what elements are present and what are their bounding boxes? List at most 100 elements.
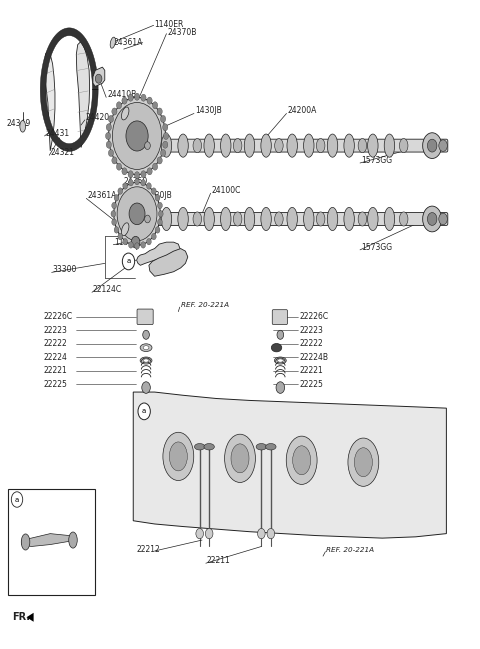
Ellipse shape — [277, 359, 283, 362]
Circle shape — [141, 241, 145, 248]
Text: 22222: 22222 — [43, 339, 67, 349]
Ellipse shape — [271, 343, 282, 352]
Circle shape — [158, 211, 163, 217]
Ellipse shape — [244, 134, 255, 157]
FancyBboxPatch shape — [137, 309, 153, 324]
Text: 22211: 22211 — [207, 556, 230, 565]
Circle shape — [106, 132, 111, 140]
Polygon shape — [40, 28, 98, 151]
Text: 24361A: 24361A — [87, 191, 117, 201]
Circle shape — [157, 108, 162, 115]
Text: 24349: 24349 — [7, 119, 31, 129]
Text: 1430JB: 1430JB — [195, 106, 222, 116]
Ellipse shape — [233, 138, 242, 153]
Ellipse shape — [140, 357, 152, 364]
Circle shape — [134, 93, 140, 100]
Ellipse shape — [20, 121, 25, 132]
Ellipse shape — [163, 432, 194, 480]
Ellipse shape — [193, 138, 202, 153]
Ellipse shape — [275, 357, 286, 364]
Circle shape — [423, 206, 442, 232]
Polygon shape — [93, 67, 105, 86]
Circle shape — [277, 330, 284, 339]
Circle shape — [128, 171, 133, 178]
Circle shape — [141, 180, 145, 186]
Ellipse shape — [21, 534, 30, 550]
Circle shape — [114, 227, 119, 233]
Polygon shape — [137, 242, 180, 265]
Text: FR.: FR. — [12, 612, 30, 622]
Ellipse shape — [178, 208, 188, 230]
Ellipse shape — [358, 138, 367, 153]
Ellipse shape — [286, 436, 317, 484]
Circle shape — [106, 141, 111, 148]
Circle shape — [129, 241, 133, 248]
Ellipse shape — [303, 134, 314, 157]
Circle shape — [141, 171, 146, 178]
Circle shape — [122, 253, 135, 270]
Ellipse shape — [204, 134, 215, 157]
Ellipse shape — [256, 443, 266, 450]
Circle shape — [157, 157, 162, 164]
Ellipse shape — [193, 212, 202, 226]
Circle shape — [146, 183, 151, 189]
Circle shape — [196, 528, 204, 539]
Circle shape — [153, 102, 158, 109]
Ellipse shape — [275, 138, 283, 153]
Ellipse shape — [344, 134, 354, 157]
Circle shape — [163, 124, 168, 131]
Ellipse shape — [220, 208, 231, 230]
Circle shape — [132, 236, 140, 248]
Ellipse shape — [344, 208, 354, 230]
Ellipse shape — [287, 208, 298, 230]
Circle shape — [96, 74, 102, 83]
Ellipse shape — [303, 208, 314, 230]
Ellipse shape — [161, 134, 172, 157]
Text: 22212: 22212 — [137, 545, 160, 554]
Circle shape — [108, 97, 166, 175]
Circle shape — [157, 202, 162, 209]
Circle shape — [205, 528, 213, 539]
Polygon shape — [45, 51, 55, 151]
Circle shape — [153, 163, 158, 170]
Ellipse shape — [316, 212, 325, 226]
Polygon shape — [149, 249, 188, 276]
Circle shape — [155, 195, 160, 201]
Ellipse shape — [287, 134, 298, 157]
Circle shape — [111, 211, 116, 217]
Ellipse shape — [178, 134, 188, 157]
Text: 24361A: 24361A — [113, 38, 143, 47]
Circle shape — [123, 183, 128, 189]
Circle shape — [439, 140, 447, 151]
Ellipse shape — [358, 212, 367, 226]
Polygon shape — [76, 42, 90, 147]
Text: 1573GG: 1573GG — [361, 156, 392, 165]
Circle shape — [129, 203, 145, 225]
Circle shape — [258, 528, 265, 539]
Ellipse shape — [368, 134, 378, 157]
Ellipse shape — [143, 359, 149, 362]
Text: a: a — [15, 496, 19, 502]
Circle shape — [135, 243, 139, 249]
Ellipse shape — [225, 434, 255, 482]
Ellipse shape — [327, 208, 338, 230]
Text: 24355: 24355 — [34, 565, 58, 574]
Circle shape — [163, 141, 168, 148]
Text: 22221: 22221 — [43, 366, 67, 375]
Circle shape — [117, 187, 157, 241]
Ellipse shape — [261, 134, 271, 157]
Circle shape — [142, 382, 150, 393]
Ellipse shape — [121, 107, 129, 120]
Circle shape — [146, 238, 151, 245]
Ellipse shape — [204, 208, 215, 230]
Text: 1140EP: 1140EP — [114, 238, 143, 247]
Text: 24420: 24420 — [86, 113, 110, 122]
Circle shape — [112, 219, 117, 225]
Circle shape — [157, 219, 162, 225]
Circle shape — [423, 133, 442, 158]
Circle shape — [276, 382, 285, 393]
Circle shape — [12, 492, 23, 508]
Circle shape — [143, 330, 149, 339]
Ellipse shape — [316, 138, 325, 153]
Ellipse shape — [143, 346, 149, 350]
